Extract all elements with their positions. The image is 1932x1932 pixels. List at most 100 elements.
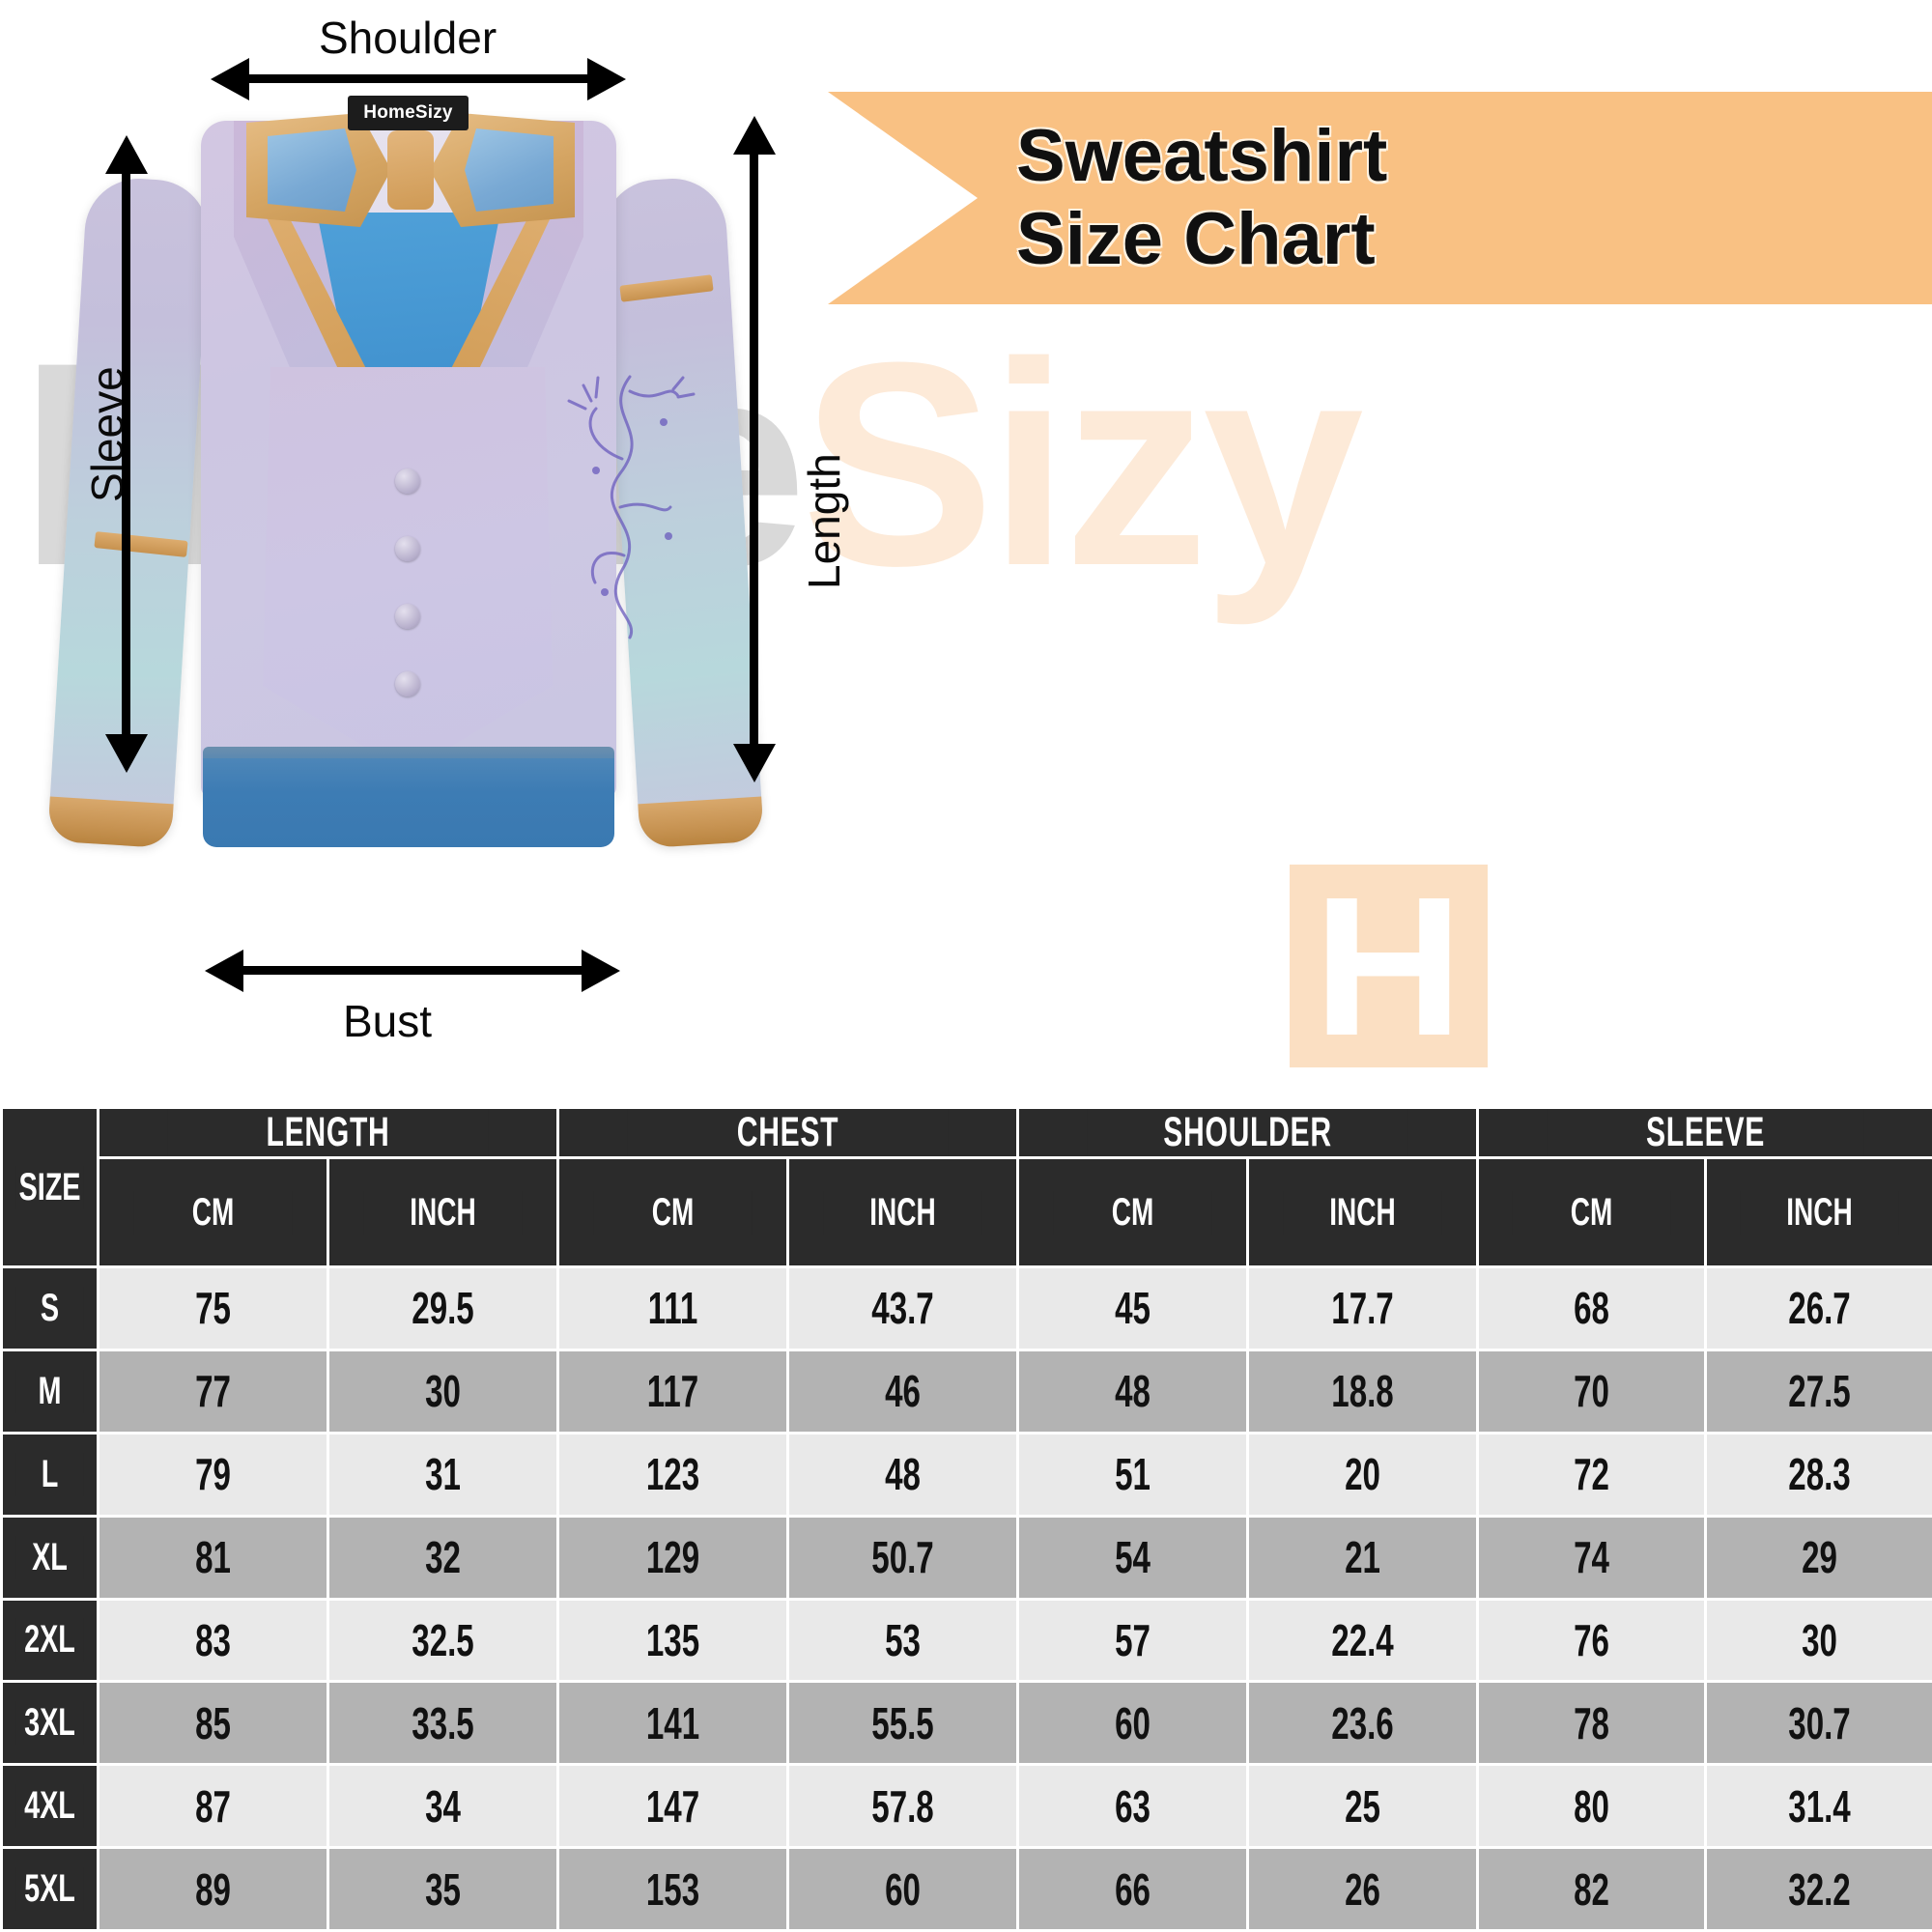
header-chest-inch: INCH (785, 1156, 1020, 1268)
cell-sleeve_in: 26.7 (1704, 1265, 1932, 1351)
vest-front-panel (263, 367, 553, 773)
header-sleeve-inch: INCH (1704, 1156, 1932, 1268)
cell-length_in: 30 (327, 1348, 559, 1435)
cell-shoulder_cm: 51 (1016, 1431, 1250, 1518)
cell-chest_cm: 129 (556, 1514, 789, 1601)
shoulder-measure-label: Shoulder (319, 13, 497, 63)
cell-shoulder_cm: 57 (1016, 1597, 1250, 1684)
vest-button (395, 536, 420, 561)
sleeve-arrow-line (122, 174, 130, 734)
header-group-sleeve-label: SLEEVE (1547, 1109, 1864, 1156)
cell-value: 79 (195, 1449, 231, 1500)
cell-shoulder_in: 23.6 (1246, 1680, 1480, 1767)
cell-value: 81 (195, 1532, 231, 1583)
cell-chest_in: 46 (785, 1348, 1020, 1435)
watermark-sizy-text: Sizy (801, 301, 1364, 626)
cell-length_in: 32.5 (327, 1597, 559, 1684)
cell-value: 78 (1574, 1697, 1609, 1748)
right-cuff (638, 796, 764, 849)
bust-arrow-line (243, 966, 582, 975)
cell-value: 32.5 (412, 1614, 474, 1665)
cell-value: 111 (647, 1283, 698, 1334)
cell-value: 33.5 (412, 1697, 474, 1748)
header-size-label: SIZE (15, 1165, 84, 1209)
cell-length_cm: 89 (97, 1846, 329, 1932)
cell-value: 117 (646, 1366, 699, 1417)
cell-value: 147 (645, 1780, 700, 1832)
embroidery-pattern (567, 375, 696, 639)
cell-value: 76 (1574, 1614, 1609, 1665)
sleeve-arrow-head-up (105, 135, 148, 174)
cell-sleeve_cm: 76 (1476, 1597, 1708, 1684)
cell-value: 63 (1115, 1780, 1151, 1832)
cell-value: 32 (425, 1532, 461, 1583)
cell-value: 51 (1115, 1449, 1151, 1500)
cell-value: 35 (425, 1863, 461, 1915)
row-size-label: L (15, 1452, 84, 1496)
cell-value: 74 (1574, 1532, 1609, 1583)
header-length-inch: INCH (327, 1156, 559, 1268)
cell-value: 45 (1115, 1283, 1151, 1334)
header-sleeve-cm-label: CM (1512, 1190, 1671, 1235)
cell-value: 17.7 (1331, 1283, 1394, 1334)
sleeve-arrow-head-down (105, 734, 148, 773)
bow-knot (387, 130, 434, 210)
row-size-cell: L (0, 1431, 99, 1518)
cell-length_in: 29.5 (327, 1265, 559, 1351)
length-arrow-head-down (733, 744, 776, 782)
cell-value: 43.7 (871, 1283, 934, 1334)
cell-length_cm: 85 (97, 1680, 329, 1767)
cell-value: 25 (1345, 1780, 1380, 1832)
cell-length_in: 32 (327, 1514, 559, 1601)
cell-chest_in: 48 (785, 1431, 1020, 1518)
cell-sleeve_in: 30 (1704, 1597, 1932, 1684)
header-group-chest: CHEST (555, 1106, 1020, 1159)
cell-value: 72 (1574, 1449, 1609, 1500)
illustration-panel: HomeSizy H (19, 13, 1932, 1067)
cell-length_cm: 87 (97, 1763, 329, 1850)
header-group-chest-label: CHEST (627, 1109, 949, 1156)
hem-band (203, 758, 614, 847)
row-size-label: 4XL (15, 1784, 84, 1829)
cell-value: 141 (645, 1697, 700, 1748)
cell-value: 153 (645, 1863, 700, 1915)
cell-value: 30 (1802, 1614, 1837, 1665)
cell-value: 28.3 (1788, 1449, 1851, 1500)
cell-sleeve_cm: 78 (1476, 1680, 1708, 1767)
cell-value: 48 (1115, 1366, 1151, 1417)
header-shoulder-inch: INCH (1246, 1156, 1480, 1268)
brand-logo-badge: H (1290, 865, 1488, 1067)
cell-chest_cm: 111 (556, 1265, 789, 1351)
header-group-length-label: LENGTH (167, 1109, 489, 1156)
row-size-label: M (15, 1369, 84, 1413)
cell-value: 77 (195, 1366, 231, 1417)
row-size-label: S (15, 1286, 84, 1330)
cell-value: 31 (425, 1449, 461, 1500)
row-size-label: 2XL (15, 1618, 84, 1662)
cell-sleeve_in: 28.3 (1704, 1431, 1932, 1518)
cell-length_cm: 81 (97, 1514, 329, 1601)
cell-chest_cm: 123 (556, 1431, 789, 1518)
row-size-cell: 5XL (0, 1846, 99, 1932)
header-group-shoulder-label: SHOULDER (1087, 1109, 1408, 1156)
cell-length_in: 31 (327, 1431, 559, 1518)
cell-length_cm: 83 (97, 1597, 329, 1684)
table-unit-header-row: CM INCH CM INCH CM INCH CM INCH (2, 1156, 1932, 1268)
vest-button (395, 604, 420, 629)
cell-chest_in: 50.7 (785, 1514, 1020, 1601)
header-length-cm: CM (97, 1156, 329, 1268)
cell-value: 75 (195, 1283, 231, 1334)
row-size-label: 5XL (15, 1867, 84, 1912)
cell-value: 26.7 (1788, 1283, 1851, 1334)
cell-chest_in: 57.8 (785, 1763, 1020, 1850)
table-row: L 79 31 123 48 51 20 72 28.3 (0, 1431, 1932, 1518)
table-group-header-row: SIZE LENGTH CHEST SHOULDER SLEEVE (0, 1106, 1932, 1268)
header-length-inch-label: INCH (363, 1190, 523, 1235)
cell-value: 85 (195, 1697, 231, 1748)
cell-shoulder_in: 26 (1246, 1846, 1480, 1932)
cell-value: 87 (195, 1780, 231, 1832)
cell-value: 26 (1345, 1863, 1380, 1915)
length-arrow-head-up (733, 116, 776, 155)
header-group-shoulder: SHOULDER (1016, 1106, 1480, 1159)
row-size-label: 3XL (15, 1701, 84, 1746)
